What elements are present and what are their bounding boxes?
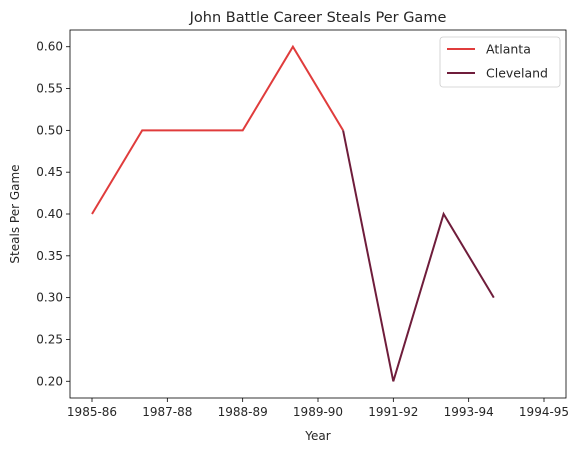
- series-line-atlanta: [91, 44, 344, 215]
- x-tick-label: 1991-92: [368, 405, 418, 419]
- y-tick-label: 0.25: [36, 332, 63, 346]
- y-tick-label: 0.20: [36, 374, 63, 388]
- y-tick-label: 0.60: [36, 40, 63, 54]
- y-tick-label: 0.40: [36, 207, 63, 221]
- x-tick-label: 1994-95: [519, 405, 569, 419]
- legend-label: Cleveland: [486, 66, 548, 81]
- y-tick-label: 0.30: [36, 291, 63, 305]
- y-tick-label: 0.35: [36, 249, 63, 263]
- y-tick-label: 0.55: [36, 82, 63, 96]
- x-tick-label: 1993-94: [444, 405, 494, 419]
- series-line-cleveland: [342, 130, 495, 382]
- x-axis: 1985-86 1987-88 1988-89 1989-90 1991-92 1993-…: [67, 398, 569, 419]
- y-tick-label: 0.50: [36, 123, 63, 137]
- y-axis: 0.20 0.25 0.30 0.35 0.40 0.45 0.50 0.55 0.60: [36, 40, 70, 388]
- x-axis-label: Year: [304, 429, 330, 443]
- y-axis-label: Steals Per Game: [8, 164, 22, 263]
- chart-title: John Battle Career Steals Per Game: [189, 10, 447, 26]
- legend: Atlanta Cleveland: [439, 36, 561, 88]
- series-lines: [91, 44, 495, 382]
- legend-label: Atlanta: [486, 42, 531, 57]
- x-tick-label: 1985-86: [67, 405, 117, 419]
- y-tick-label: 0.45: [36, 165, 63, 179]
- x-tick-label: 1988-89: [218, 405, 268, 419]
- x-tick-label: 1989-90: [293, 405, 343, 419]
- x-tick-label: 1987-88: [142, 405, 192, 419]
